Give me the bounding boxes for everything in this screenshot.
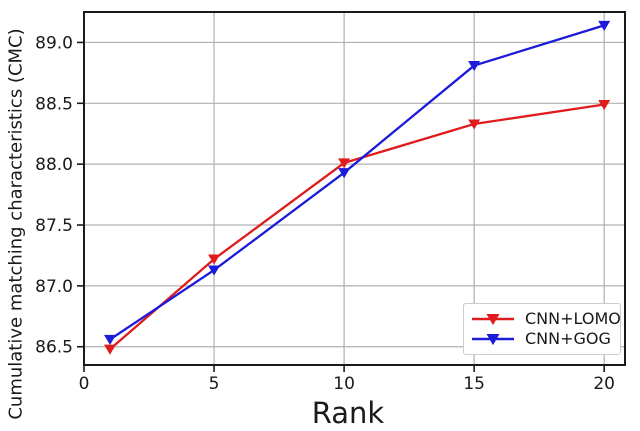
data-point-marker[interactable] <box>598 99 611 111</box>
data-point-marker[interactable] <box>208 254 221 265</box>
y-tick-label: 86.5 <box>35 338 73 358</box>
legend-item-cnn-gog[interactable]: CNN+GOG <box>470 331 614 347</box>
series-line-cnn-gog <box>108 24 606 341</box>
y-tick-label: 88.0 <box>35 155 73 175</box>
data-point-marker[interactable] <box>468 119 481 130</box>
x-tick-label: 10 <box>333 374 355 394</box>
x-axis-title: Rank <box>311 396 385 430</box>
legend-label-cnn-lomo: CNN+LOMO <box>525 308 621 328</box>
data-point-marker[interactable] <box>598 20 611 31</box>
x-tick-label: 15 <box>463 374 485 394</box>
data-point-marker[interactable] <box>338 168 351 179</box>
legend: CNN+LOMO CNN+GOG <box>463 303 621 355</box>
y-tick-label: 89.0 <box>35 33 73 53</box>
x-tick-label: 5 <box>209 374 220 394</box>
x-tick-label: 0 <box>79 374 90 394</box>
legend-line-marker-icon <box>472 313 514 325</box>
legend-line-marker-icon <box>472 334 514 346</box>
plot-border <box>83 11 626 366</box>
x-tick-label: 20 <box>593 374 615 394</box>
data-point-marker[interactable] <box>104 334 117 345</box>
data-point-marker[interactable] <box>468 61 481 72</box>
data-point-marker[interactable] <box>208 265 221 276</box>
legend-sample-triangle-down-icon <box>486 313 500 325</box>
y-axis-title: Cumulative matching characteristics (CMC… <box>5 28 27 420</box>
legend-item-cnn-lomo[interactable]: CNN+LOMO <box>470 310 621 327</box>
legend-sample-triangle-down-icon <box>486 334 500 346</box>
y-tick-label: 87.5 <box>35 216 73 236</box>
data-point-marker[interactable] <box>104 344 117 355</box>
y-tick-label: 87.0 <box>35 277 73 297</box>
legend-label-cnn-gog: CNN+GOG <box>525 329 611 349</box>
data-point-marker[interactable] <box>338 158 351 169</box>
y-tick-label: 88.5 <box>35 94 73 114</box>
